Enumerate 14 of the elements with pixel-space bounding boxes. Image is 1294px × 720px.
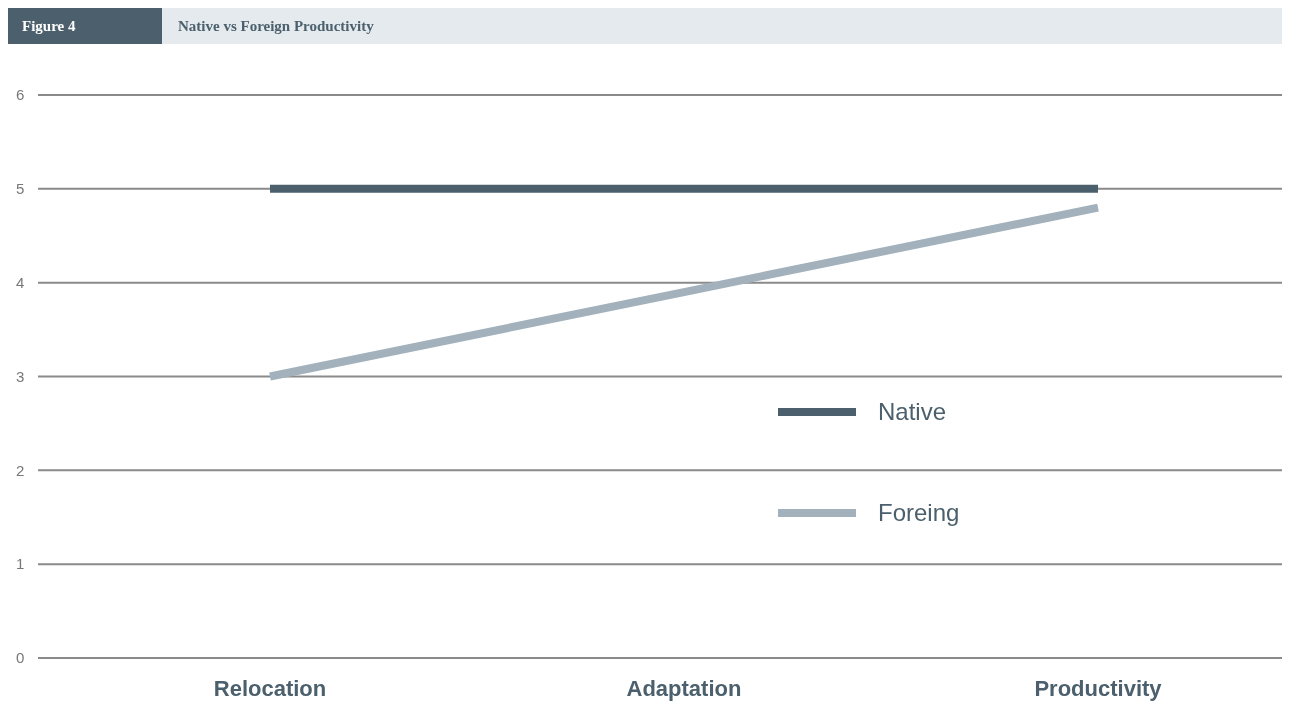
caption: Figure 4 — [22, 18, 76, 34]
legend-label: Foreing — [878, 499, 960, 527]
chart-title: Native vs Foreign Productivity — [178, 18, 375, 34]
y-tick-label: 1 — [16, 555, 25, 573]
y-tick-label: 5 — [16, 180, 25, 198]
y-tick-label: 4 — [16, 273, 25, 291]
y-tick-label: 6 — [16, 86, 25, 104]
y-tick-label: 2 — [16, 461, 25, 479]
legend-label: Native — [878, 398, 947, 426]
y-tick-label: 3 — [16, 367, 25, 385]
x-tick-label: Productivity — [1034, 676, 1163, 701]
y-tick-label: 0 — [16, 649, 25, 667]
x-tick-label: Relocation — [213, 676, 327, 701]
x-tick-label: Adaptation — [626, 676, 742, 701]
